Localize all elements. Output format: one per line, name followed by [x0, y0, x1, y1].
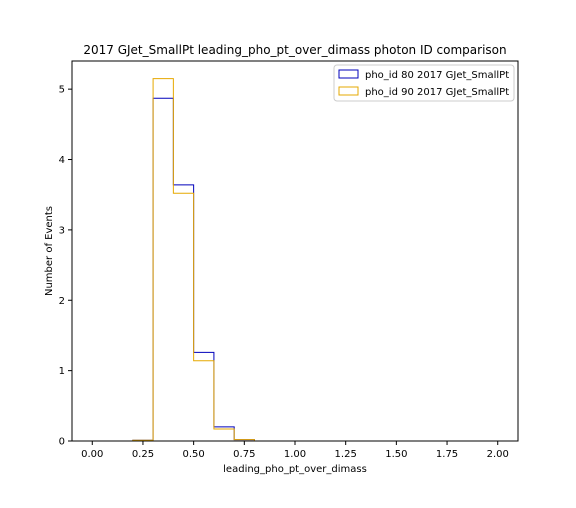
x-tick-label: 1.00 — [284, 449, 306, 460]
legend-swatch — [338, 69, 359, 79]
y-tick-label: 0 — [59, 437, 65, 448]
x-tick-label: 0.75 — [233, 449, 255, 460]
x-tick-label: 0.00 — [81, 449, 103, 460]
legend-swatch — [338, 86, 359, 96]
axes: 0.00 0.25 0.50 0.75 1.00 1.25 1.50 1.75 2.00 0 1 2 3… — [59, 85, 509, 460]
x-tick-label: 2.00 — [487, 449, 509, 460]
y-axis-label: Number of Events — [44, 206, 55, 296]
x-tick-label: 0.25 — [132, 449, 154, 460]
plot-frame — [71, 60, 519, 442]
x-axis-label: leading_pho_pt_over_dimass — [223, 464, 367, 475]
y-tick-label: 3 — [59, 225, 65, 236]
y-tick-label: 5 — [59, 85, 65, 96]
x-tick-label: 1.50 — [385, 449, 407, 460]
legend-label: pho_id 90 2017 GJet_SmallPt — [365, 87, 509, 98]
legend-box — [333, 64, 515, 102]
y-tick-label: 4 — [59, 155, 65, 166]
x-tick-label: 0.50 — [183, 449, 205, 460]
legend-label: pho_id 80 2017 GJet_SmallPt — [365, 70, 509, 81]
y-tick-label: 2 — [59, 296, 65, 307]
legend: pho_id 80 2017 GJet_SmallPt pho_id 90 201… — [333, 64, 515, 102]
x-tick-label: 1.75 — [436, 449, 458, 460]
x-tick-label: 1.25 — [335, 449, 357, 460]
chart-title: 2017 GJet_SmallPt leading_pho_pt_over_di… — [83, 43, 506, 57]
y-tick-label: 1 — [59, 366, 65, 377]
